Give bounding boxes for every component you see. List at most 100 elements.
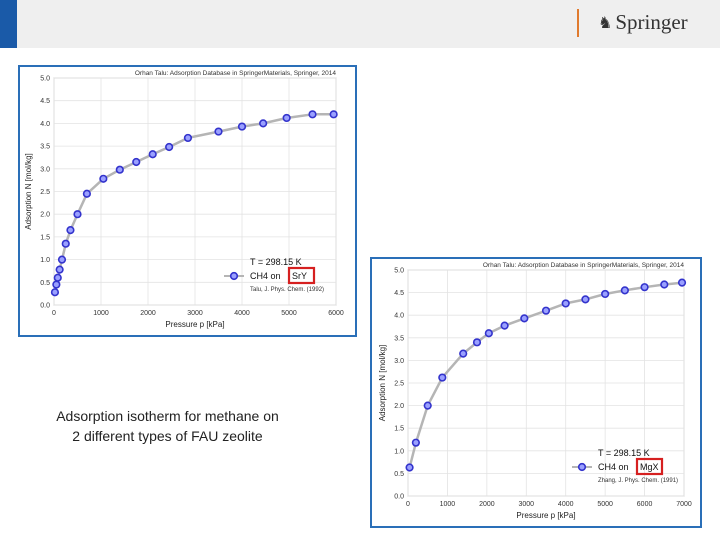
x-axis-label: Pressure p [kPa] [516, 511, 575, 520]
data-point [484, 329, 493, 338]
y-tick-label: 2.5 [394, 381, 404, 388]
y-tick-label: 2.0 [40, 212, 50, 219]
legend-material: MgX [640, 462, 659, 472]
y-tick-label: 3.0 [394, 358, 404, 365]
y-tick-label: 2.5 [40, 189, 50, 196]
y-tick-label: 4.0 [40, 121, 50, 128]
chart-svg: 0.0 0.5 1.0 1.5 2.0 2.5 3.0 3.5 4.0 4.5 5.0 0 1000 20… [378, 262, 692, 520]
data-point [99, 174, 108, 183]
x-tick-label: 4000 [558, 501, 574, 508]
chart-sry: 0.0 0.5 1.0 1.5 2.0 2.5 3.0 3.5 4.0 4.5 5.0 0 1000 20… [18, 65, 357, 337]
data-point [55, 265, 64, 274]
source-text: Orhan Talu: Adsorption Database in Sprin… [483, 262, 685, 269]
legend-series-prefix: CH4 on [250, 271, 281, 281]
data-point [423, 401, 432, 410]
y-tick-label: 4.5 [394, 290, 404, 297]
y-tick-label: 0.5 [394, 471, 404, 478]
x-tick-label: 0 [52, 310, 56, 317]
data-point [677, 278, 687, 287]
legend-temperature: T = 298.15 K [598, 448, 650, 458]
data-point [500, 321, 509, 330]
data-point [66, 225, 75, 235]
data-point [405, 463, 414, 472]
data-point [329, 110, 338, 119]
header-accent-bar [0, 0, 17, 48]
springer-horse-logo-icon: ♞ [598, 13, 613, 32]
data-point [115, 165, 124, 174]
y-tick-label: 1.0 [394, 448, 404, 455]
data-point [53, 273, 62, 282]
y-tick-label: 0.0 [40, 303, 50, 310]
legend-reference: Zhang, J. Phys. Chem. (1991) [598, 478, 678, 484]
y-tick-label: 0.0 [394, 494, 404, 501]
x-tick-label: 3000 [187, 310, 203, 317]
source-text: Orhan Talu: Adsorption Database in Sprin… [135, 70, 337, 77]
data-point [411, 438, 420, 447]
y-tick-label: 2.0 [394, 403, 404, 410]
x-tick-label: 5000 [597, 501, 613, 508]
header-divider [577, 9, 579, 37]
y-tick-label: 3.0 [40, 166, 50, 173]
y-tick-label: 3.5 [394, 335, 404, 342]
data-point [601, 289, 610, 299]
data-point [520, 314, 529, 323]
legend-marker [577, 462, 587, 472]
data-point [165, 142, 174, 152]
data-point [50, 288, 60, 297]
data-point [620, 286, 629, 295]
caption-line-2: 2 different types of FAU zeolite [72, 428, 263, 444]
x-tick-label: 4000 [234, 310, 250, 317]
data-point [282, 113, 291, 123]
data-point [472, 338, 482, 347]
x-tick-label: 6000 [637, 501, 653, 508]
data-point [541, 306, 551, 315]
data-point [640, 283, 649, 292]
x-tick-label: 2000 [140, 310, 156, 317]
data-point [459, 349, 468, 358]
data-point [57, 255, 67, 264]
y-axis-label: Adsorption N [mol/kg] [378, 345, 387, 421]
x-axis-label: Pressure p [kPa] [165, 320, 224, 329]
data-point [73, 210, 82, 219]
header-bar [0, 0, 720, 48]
data-point [561, 299, 570, 308]
x-tick-label: 0 [406, 501, 410, 508]
y-axis-label: Adsorption N [mol/kg] [24, 153, 33, 229]
chart-mgx: 0.0 0.5 1.0 1.5 2.0 2.5 3.0 3.5 4.0 4.5 5.0 0 1000 20… [370, 257, 702, 528]
data-point [148, 150, 157, 159]
figure-caption: Adsorption isotherm for methane on 2 dif… [40, 406, 295, 446]
y-tick-label: 0.5 [40, 280, 50, 287]
data-point [52, 280, 61, 289]
data-point [183, 133, 193, 143]
y-tick-label: 1.0 [40, 257, 50, 264]
x-tick-label: 6000 [328, 310, 344, 317]
data-point [581, 295, 590, 304]
data-point [214, 127, 223, 136]
legend-temperature: T = 298.15 K [250, 257, 302, 267]
y-tick-label: 4.0 [394, 313, 404, 320]
caption-line-1: Adsorption isotherm for methane on [56, 408, 279, 424]
data-point [660, 280, 669, 289]
x-tick-label: 2000 [479, 501, 495, 508]
data-point [438, 373, 447, 382]
springer-wordmark: Springer [615, 10, 688, 34]
data-point [237, 122, 247, 131]
x-tick-label: 1000 [440, 501, 456, 508]
y-tick-label: 1.5 [40, 234, 50, 241]
x-tick-label: 5000 [281, 310, 297, 317]
material-highlight-box [635, 457, 664, 476]
y-tick-label: 1.5 [394, 426, 404, 433]
data-point [259, 119, 268, 128]
legend-reference: Talu, J. Phys. Chem. (1992) [250, 287, 324, 293]
data-point [82, 189, 92, 198]
y-tick-label: 5.0 [394, 268, 404, 275]
data-point [61, 239, 70, 248]
x-tick-label: 7000 [676, 501, 692, 508]
x-tick-label: 1000 [93, 310, 109, 317]
y-tick-label: 3.5 [40, 144, 50, 151]
legend-material: SrY [292, 271, 307, 281]
y-tick-label: 4.5 [40, 98, 50, 105]
data-point [308, 110, 317, 119]
springer-logo[interactable]: ♞ Springer [598, 10, 688, 35]
y-tick-label: 5.0 [40, 76, 50, 83]
